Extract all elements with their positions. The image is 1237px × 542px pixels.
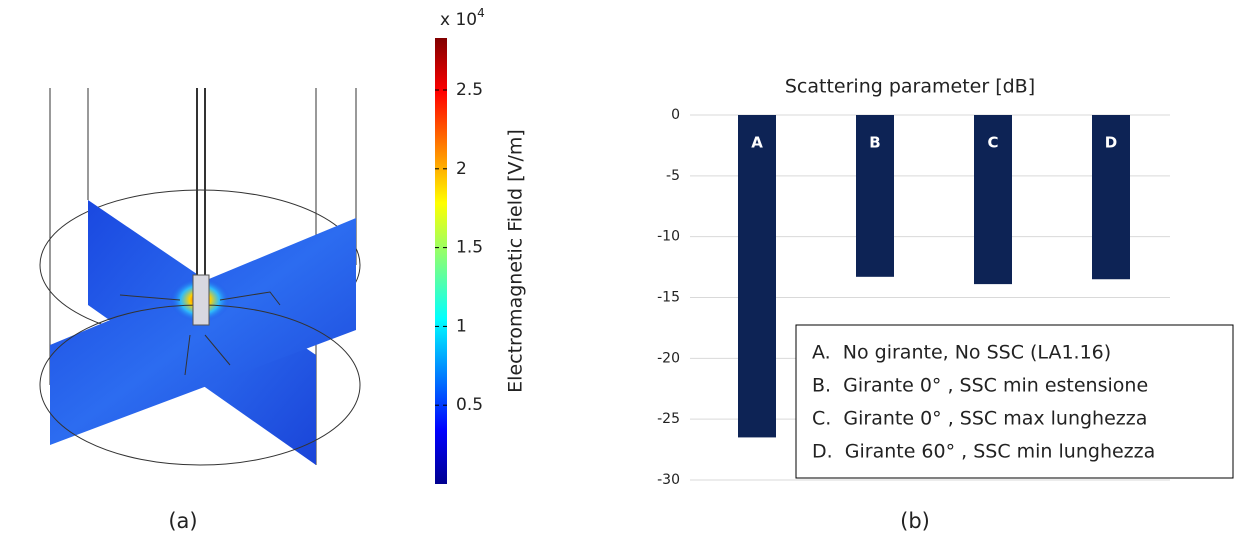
colorbar-tick-label: 1 — [456, 316, 467, 336]
y-tick-label: -20 — [657, 350, 680, 366]
bar — [738, 115, 776, 437]
colorbar-tick-label: 1.5 — [456, 238, 483, 258]
legend-entry: A. No girante, No SSC (LA1.16) — [812, 342, 1111, 364]
y-tick-label: -10 — [657, 229, 680, 245]
caption: (a) — [168, 509, 197, 533]
simulation-view — [40, 88, 360, 465]
colorbar — [435, 38, 447, 484]
y-tick-label: -5 — [666, 168, 680, 184]
y-tick-label: 0 — [671, 107, 680, 123]
figure: x 104 Electromagnetic Field [V/m] (a) Sc… — [0, 0, 1237, 542]
bar-label: B — [869, 134, 880, 152]
bar-label: C — [987, 134, 998, 152]
colorbar-tick-label: 2.5 — [456, 80, 483, 100]
legend-entry: D. Girante 60° , SSC min lunghezza — [812, 441, 1155, 463]
legend-entry: B. Girante 0° , SSC min estensione — [812, 375, 1148, 397]
colorbar-title: Electromagnetic Field [V/m] — [505, 129, 527, 393]
y-tick-label: -30 — [657, 472, 680, 488]
bar-label: A — [751, 134, 763, 152]
legend-entry: C. Girante 0° , SSC max lunghezza — [812, 408, 1147, 430]
colorbar-multiplier: x 104 — [440, 6, 485, 31]
caption: (b) — [900, 509, 930, 533]
y-tick-label: -25 — [657, 411, 680, 427]
y-tick-label: -15 — [657, 290, 680, 306]
colorbar-tick-label: 0.5 — [456, 395, 483, 415]
bar-label: D — [1105, 134, 1117, 152]
colorbar-tick-label: 2 — [456, 159, 467, 179]
chart-title: Scattering parameter [dB] — [785, 76, 1035, 98]
